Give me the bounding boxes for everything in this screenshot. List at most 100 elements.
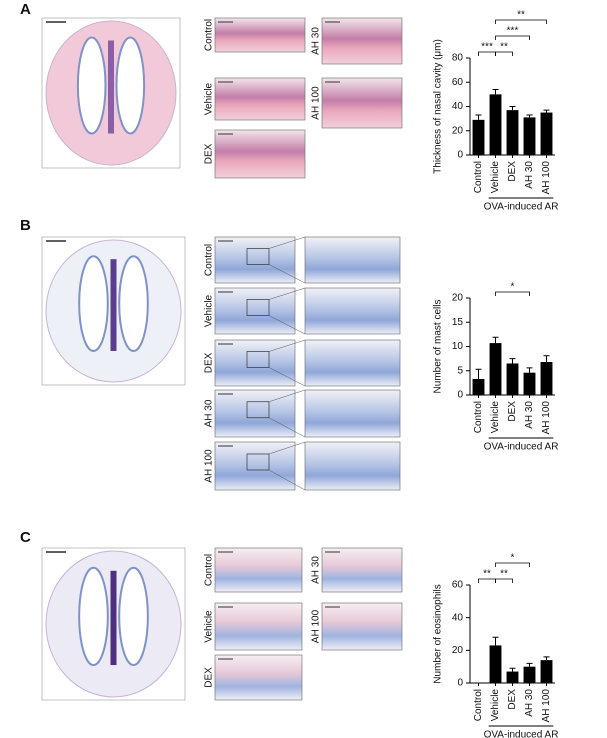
- zoom-line: [268, 264, 306, 284]
- image-label: AH 100: [311, 609, 322, 643]
- zoom-image: [304, 287, 401, 335]
- bar: [540, 660, 553, 683]
- micrograph: [321, 547, 403, 593]
- zoom-line: [268, 287, 306, 300]
- zoom-line: [268, 236, 306, 249]
- error-bar: [475, 114, 482, 120]
- panel-label: C: [20, 529, 31, 546]
- cavity-left: [78, 566, 109, 667]
- image-label: DEX: [204, 352, 215, 373]
- y-tick-label: 60: [452, 77, 464, 88]
- significance-bracket: [495, 578, 513, 583]
- error-bar: [492, 336, 499, 344]
- bar: [540, 112, 553, 155]
- y-tick-label: 0: [457, 390, 463, 401]
- x-tick-label: Control: [473, 161, 484, 193]
- error-bar: [526, 114, 533, 118]
- cavity-left: [78, 255, 109, 352]
- image-label: Vehicle: [204, 610, 215, 643]
- zoom-line: [268, 367, 306, 387]
- zoom-box: [246, 453, 270, 471]
- x-tick-label: DEX: [507, 401, 518, 422]
- septum: [108, 40, 114, 134]
- x-tick-label: Vehicle: [490, 689, 501, 722]
- zoom-image: [304, 339, 401, 387]
- micrograph: [321, 77, 403, 129]
- image-label: Control: [204, 19, 215, 51]
- significance-bracket: [495, 35, 530, 40]
- image-label: DEX: [204, 667, 215, 688]
- micrograph: [214, 129, 306, 179]
- panel-label: A: [20, 1, 31, 18]
- y-tick-label: 60: [452, 580, 464, 591]
- error-bar: [509, 106, 516, 111]
- error-bar: [543, 355, 550, 363]
- x-tick-label: AH 100: [541, 161, 552, 195]
- image-label: Vehicle: [204, 82, 215, 115]
- bar: [506, 363, 519, 395]
- image-label: Control: [204, 554, 215, 586]
- y-tick-label: 10: [452, 341, 464, 352]
- zoom-line: [268, 389, 306, 402]
- image-label: Vehicle: [204, 294, 215, 327]
- significance-bracket: [495, 291, 530, 296]
- septum: [110, 570, 117, 666]
- zoom-box: [246, 299, 270, 316]
- y-tick-label: 40: [452, 612, 464, 623]
- x-tick-label: Control: [473, 401, 484, 433]
- x-tick-label: AH 100: [541, 689, 552, 723]
- image-label: AH 30: [311, 27, 322, 55]
- significance-label: *: [511, 553, 515, 564]
- zoom-line: [268, 417, 306, 438]
- bar: [489, 645, 502, 683]
- cavity-right: [118, 566, 149, 667]
- image-label: AH 100: [311, 86, 322, 120]
- error-bar: [509, 358, 516, 364]
- micrograph: [214, 547, 303, 593]
- x-tick-label: Vehicle: [490, 161, 501, 194]
- significance-bracket: [495, 51, 513, 56]
- group-label: OVA-induced AR: [484, 730, 559, 738]
- micrograph: [214, 17, 306, 53]
- bar: [472, 119, 485, 155]
- y-tick-label: 20: [452, 293, 464, 304]
- cavity-right: [115, 36, 146, 135]
- y-tick-label: 40: [452, 101, 464, 112]
- image-label: AH 30: [311, 556, 322, 584]
- group-label: OVA-induced AR: [484, 442, 559, 453]
- y-tick-label: 0: [457, 678, 463, 689]
- bar: [523, 372, 536, 395]
- zoom-box: [246, 248, 270, 265]
- image-label: DEX: [204, 143, 215, 164]
- zoom-box: [246, 351, 270, 368]
- image-label: AH 30: [204, 399, 215, 427]
- y-axis-label: Number of mast cells: [433, 300, 444, 394]
- zoom-line: [268, 469, 306, 491]
- significance-label: **: [500, 569, 508, 580]
- y-tick-label: 80: [452, 53, 464, 64]
- significance-bracket: [495, 19, 547, 24]
- significance-label: *: [511, 282, 515, 293]
- x-tick-label: DEX: [507, 161, 518, 182]
- x-tick-label: Control: [473, 689, 484, 721]
- x-tick-label: Vehicle: [490, 401, 501, 434]
- x-tick-label: AH 30: [524, 689, 535, 717]
- y-axis-label: Number of eosinophils: [433, 584, 444, 684]
- significance-label: ***: [481, 42, 493, 53]
- error-bar: [526, 367, 533, 373]
- x-tick-label: DEX: [507, 689, 518, 710]
- zoom-line: [268, 315, 306, 335]
- bar: [523, 666, 536, 683]
- image-label: Control: [204, 244, 215, 276]
- micrograph: [214, 654, 303, 701]
- image-label: AH 100: [204, 449, 215, 483]
- zoom-image: [304, 236, 401, 284]
- bar: [540, 362, 553, 395]
- error-bar: [509, 667, 516, 672]
- y-axis-label: Thickness of nasal cavity (μm): [433, 39, 444, 174]
- bar: [472, 378, 485, 395]
- septum: [110, 259, 117, 351]
- x-tick-label: AH 30: [524, 401, 535, 429]
- significance-label: **: [500, 42, 508, 53]
- y-tick-label: 20: [452, 125, 464, 136]
